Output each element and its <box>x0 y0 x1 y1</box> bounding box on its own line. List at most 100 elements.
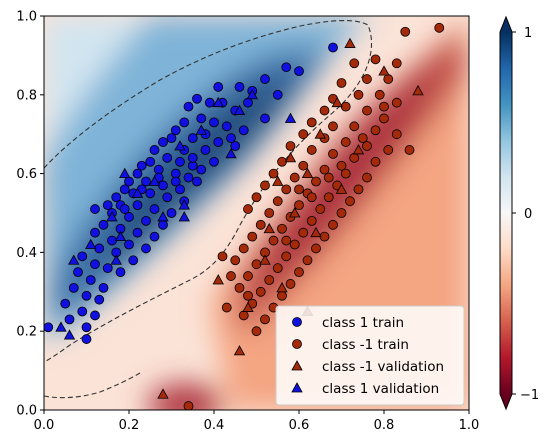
y-tick-label: 0.8 <box>16 88 37 103</box>
point-classneg1-train <box>81 290 92 301</box>
point-classneg1-validation <box>106 211 118 222</box>
point-classneg1-train <box>90 204 100 214</box>
point-classneg1-train <box>213 137 224 147</box>
point-class-neg1-train <box>247 231 258 242</box>
x-tick-label: 1.0 <box>459 418 480 433</box>
point-class-neg1-validation <box>335 183 348 194</box>
point-classneg1-validation <box>157 211 169 222</box>
point-class-neg1-train <box>345 196 355 207</box>
point-class-neg1-train <box>353 184 364 195</box>
point-classneg1-train <box>44 322 54 333</box>
boundary-lower <box>44 372 141 399</box>
point-class-neg1-train <box>400 26 411 37</box>
y-tick-label: 1.0 <box>16 10 37 25</box>
point-classneg1-train <box>141 243 151 254</box>
point-class-neg1-validation <box>157 388 169 399</box>
point-classneg1-train <box>328 42 338 53</box>
axes-frame <box>43 15 470 411</box>
point-classneg1-train <box>238 125 249 136</box>
point-class-neg1-validation <box>314 128 326 139</box>
point-classneg1-train <box>170 176 181 187</box>
point-class-neg1-train <box>349 121 360 132</box>
point-class-neg1-train <box>294 267 304 278</box>
point-classneg1-train <box>200 145 211 155</box>
point-class-neg1-train <box>264 208 275 218</box>
point-classneg1-train <box>90 310 100 321</box>
legend-label-class-neg1-train: class -1 train <box>322 337 409 353</box>
point-classneg1-validation <box>63 329 76 340</box>
point-classneg1-train <box>136 160 147 171</box>
point-classneg1-validation <box>233 104 246 115</box>
point-class-neg1-train <box>349 152 360 163</box>
point-classneg1-train <box>170 125 181 136</box>
point-class-neg1-train <box>298 129 309 140</box>
point-classneg1-train <box>158 137 168 147</box>
legend-label-class-1-validation: class 1 validation <box>322 381 439 397</box>
point-class-neg1-train <box>340 168 351 179</box>
colorbar-label-bottom: −1 <box>520 388 539 403</box>
x-tick-label: 0.0 <box>34 418 55 433</box>
colorbar-top-extend <box>500 17 512 32</box>
point-classneg1-train <box>162 152 173 163</box>
point-classneg1-train <box>141 176 151 187</box>
point-classneg1-train <box>166 133 177 144</box>
point-classneg1-train <box>124 239 134 250</box>
point-class-neg1-train <box>272 263 283 274</box>
point-class-neg1-train <box>294 184 304 195</box>
point-class-neg1-train <box>264 275 275 285</box>
point-class-neg1-validation <box>289 207 301 218</box>
point-classneg1-train <box>158 219 168 230</box>
point-classneg1-train <box>260 74 270 84</box>
point-class-neg1-train <box>336 78 347 88</box>
point-class-neg1-train <box>289 239 300 250</box>
point-class-neg1-train <box>374 89 385 100</box>
point-class-neg1-train <box>353 89 364 100</box>
point-class-neg1-train <box>298 160 309 171</box>
point-classneg1-validation <box>284 112 297 123</box>
point-classneg1-train <box>209 117 219 128</box>
point-classneg1-validation <box>195 124 207 135</box>
point-class-neg1-train <box>221 302 232 313</box>
x-axis: 0.0 0.2 0.4 0.6 0.8 1.0 <box>34 410 480 433</box>
point-classneg1-train <box>77 306 88 317</box>
point-classneg1-train <box>149 204 160 214</box>
point-classneg1-train <box>145 156 156 167</box>
point-class-neg1-train <box>362 141 372 151</box>
point-classneg1-train <box>281 62 292 73</box>
point-class-neg1-train <box>238 310 249 321</box>
point-classneg1-train <box>175 156 185 167</box>
point-classneg1-train <box>90 259 100 270</box>
point-classneg1-train <box>141 215 151 226</box>
colorbar: 1 0 −1 <box>499 15 539 411</box>
point-classneg1-train <box>128 255 139 266</box>
point-classneg1-validation <box>246 88 258 100</box>
point-classneg1-validation <box>119 167 131 179</box>
point-class-neg1-train <box>298 227 309 238</box>
point-class-neg1-train <box>391 58 402 69</box>
point-class-neg1-train <box>383 145 394 155</box>
point-class-neg1-train <box>243 290 253 301</box>
point-class-neg1-train <box>272 196 283 207</box>
point-classneg1-train <box>102 200 113 211</box>
point-classneg1-train <box>73 267 83 278</box>
point-class-neg1-train <box>319 105 330 116</box>
point-class-neg1-validation <box>259 254 271 265</box>
y-axis: 0.0 0.2 0.4 0.6 0.8 1.0 <box>16 10 44 419</box>
point-classneg1-train <box>272 89 283 100</box>
point-class-neg1-validation <box>284 152 297 163</box>
colorbar-label-top: 1 <box>524 26 532 41</box>
colorbar-body <box>500 32 512 394</box>
point-class-neg1-train <box>230 255 241 266</box>
point-classneg1-validation <box>212 96 224 108</box>
point-classneg1-train <box>98 282 109 293</box>
point-classneg1-train <box>119 204 130 214</box>
point-class-neg1-train <box>251 326 262 337</box>
point-class-neg1-validation <box>412 85 424 96</box>
point-classneg1-train <box>85 275 96 285</box>
point-class-neg1-validation <box>378 65 390 76</box>
legend-label-class-neg1-validation: class -1 validation <box>322 359 444 375</box>
point-classneg1-train <box>234 82 245 92</box>
point-class-neg1-train <box>281 184 292 195</box>
point-class-neg1-train <box>260 314 270 325</box>
